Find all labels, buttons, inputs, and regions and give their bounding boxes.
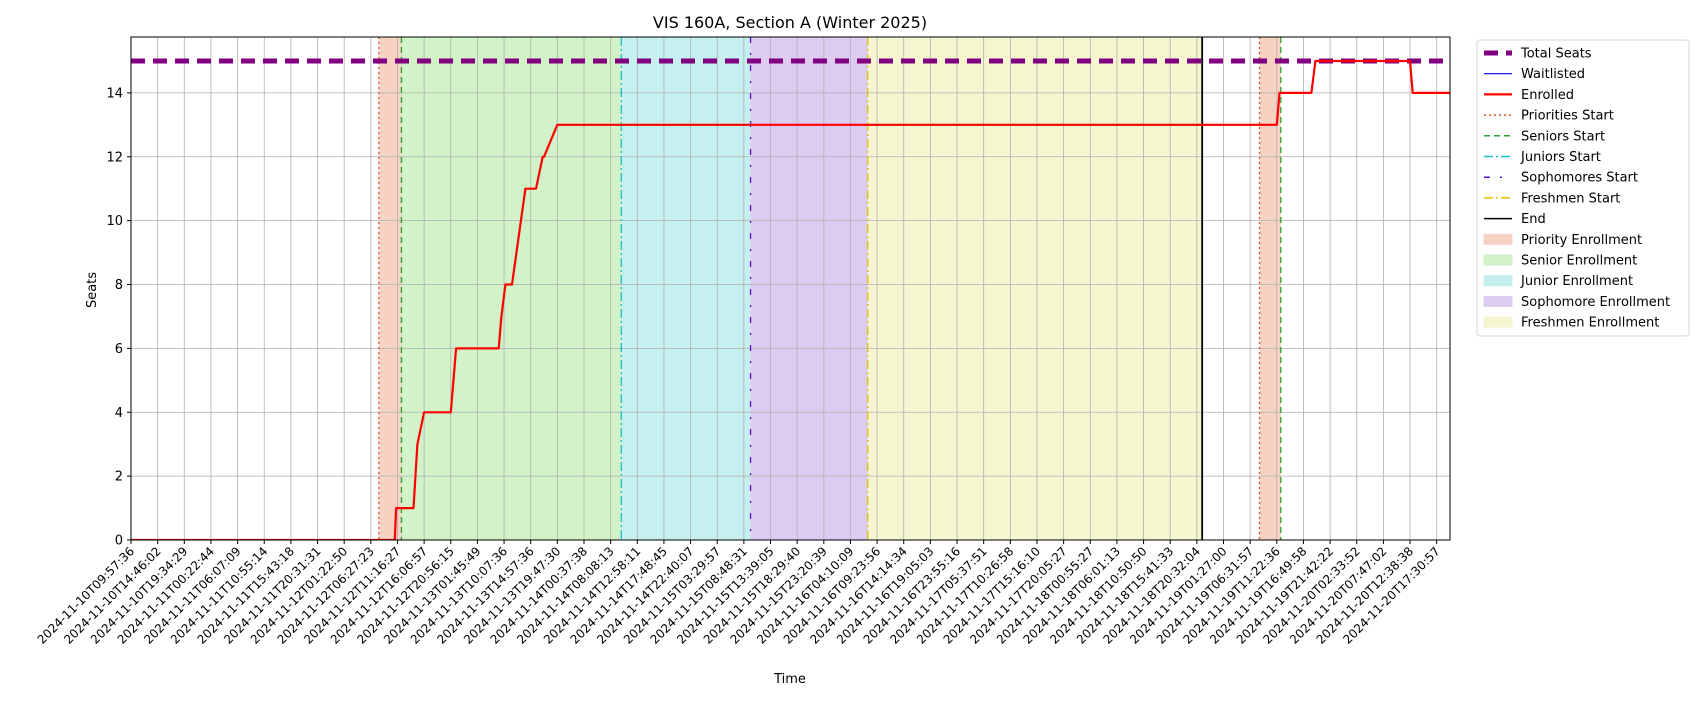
legend: Total Seats Waitlisted Enrolled Priorities … (1476, 39, 1690, 337)
shaded-regions (378, 37, 1281, 540)
y-tick-label: 10 (106, 214, 123, 229)
legend-label: Juniors Start (1520, 150, 1601, 165)
y-axis-label: Seats (85, 272, 100, 308)
x-axis: 2024-11-10T09:57:362024-11-10T14:46:0220… (35, 540, 1443, 647)
series (131, 58, 1450, 540)
legend-label: Priority Enrollment (1521, 233, 1642, 248)
x-axis-label: Time (773, 672, 806, 687)
y-tick-label: 2 (115, 470, 123, 485)
legend-label: Enrolled (1521, 88, 1574, 103)
legend-item-seniors-start: Seniors Start (1484, 129, 1605, 144)
legend-label: Priorities Start (1521, 109, 1614, 124)
y-axis: 0 2 4 6 8 10 12 14 (106, 86, 131, 549)
legend-swatch (1483, 295, 1513, 307)
legend-item-freshmen-start: Freshmen Start (1484, 191, 1620, 206)
legend-item-priorities-start: Priorities Start (1484, 109, 1614, 124)
series-enrolled (131, 59, 1450, 540)
legend-swatch (1483, 275, 1513, 287)
plot-frame (130, 36, 1451, 541)
legend-label: Waitlisted (1521, 67, 1585, 82)
legend-label: Senior Enrollment (1521, 254, 1637, 269)
legend-label: Junior Enrollment (1520, 274, 1633, 289)
region-sophomore-enrollment (750, 37, 868, 540)
y-tick-label: 6 (115, 342, 123, 357)
y-tick-label: 4 (115, 406, 123, 421)
legend-item-total-seats: Total Seats (1484, 47, 1592, 62)
legend-label: Freshmen Enrollment (1521, 316, 1659, 331)
y-tick-label: 8 (115, 278, 123, 293)
legend-swatch (1483, 254, 1513, 266)
legend-label: Seniors Start (1521, 129, 1605, 144)
plot-area: 0 2 4 6 8 10 12 14 2024-11-10T09:57:362024-11-10… (35, 36, 1451, 647)
region-freshmen-enrollment (867, 37, 1203, 540)
legend-item-senior-enrollment: Senior Enrollment (1483, 254, 1637, 269)
legend-item-junior-enrollment: Junior Enrollment (1483, 274, 1633, 289)
legend-item-waitlisted: Waitlisted (1484, 67, 1585, 82)
y-tick-label: 14 (106, 86, 123, 101)
event-lines (378, 37, 1282, 540)
legend-item-priority-enrollment: Priority Enrollment (1483, 233, 1642, 248)
legend-item-end: End (1484, 212, 1546, 227)
region-junior-enrollment (621, 37, 751, 540)
legend-item-freshmen-enrollment: Freshmen Enrollment (1483, 316, 1659, 331)
region-senior-enrollment (401, 37, 622, 540)
chart-title: VIS 160A, Section A (Winter 2025) (653, 13, 927, 32)
legend-label: Sophomore Enrollment (1521, 295, 1670, 310)
y-tick-label: 12 (106, 150, 123, 165)
region-priority-enrollment (1259, 37, 1281, 540)
legend-label: Freshmen Start (1521, 191, 1620, 206)
region-priority-enrollment (378, 37, 402, 540)
legend-item-sophomores-start: Sophomores Start (1484, 171, 1638, 186)
legend-swatch (1483, 316, 1513, 328)
legend-item-juniors-start: Juniors Start (1484, 150, 1601, 165)
legend-item-sophomore-enrollment: Sophomore Enrollment (1483, 295, 1670, 310)
legend-frame (1476, 39, 1690, 337)
legend-label: End (1521, 212, 1546, 227)
legend-item-enrolled: Enrolled (1484, 88, 1574, 103)
y-tick-label: 0 (115, 534, 123, 549)
legend-label: Total Seats (1520, 47, 1592, 62)
legend-label: Sophomores Start (1521, 171, 1638, 186)
legend-swatch (1483, 233, 1513, 245)
